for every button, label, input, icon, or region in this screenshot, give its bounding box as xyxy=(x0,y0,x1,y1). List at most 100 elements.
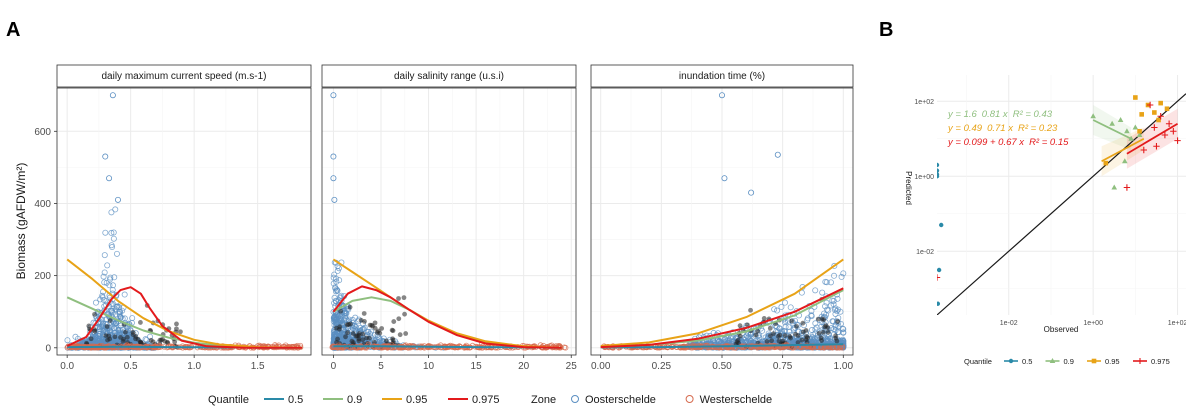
equation-part: y = 0.49 xyxy=(947,123,983,134)
x-tick-label: 25 xyxy=(566,361,578,372)
dark-point xyxy=(833,333,838,339)
oosterschelde-point xyxy=(812,320,819,327)
oosterschelde-point xyxy=(113,304,120,311)
oosterschelde-point xyxy=(331,300,338,307)
oosterschelde-point xyxy=(103,279,110,286)
dark-point xyxy=(767,325,773,331)
oosterschelde-point xyxy=(351,323,358,330)
y-axis-title: Biomass (gAFDW/m²) xyxy=(14,163,28,280)
oosterschelde-point xyxy=(812,326,819,333)
oosterschelde-point xyxy=(822,278,829,285)
westerschelde-point xyxy=(388,344,394,351)
point-plus xyxy=(1161,131,1169,139)
legend-label-zone: Oosterschelde xyxy=(585,394,656,406)
dark-point xyxy=(348,321,353,327)
dark-point xyxy=(402,311,407,317)
legend-key-zone xyxy=(571,395,579,403)
oosterschelde-point xyxy=(839,325,846,332)
dark-point xyxy=(178,329,183,335)
point-square xyxy=(1139,112,1144,117)
oosterschelde-point xyxy=(831,272,838,279)
facet-background xyxy=(322,88,576,355)
point-circle xyxy=(937,168,940,173)
identity-line xyxy=(937,93,1186,315)
y-tick-label: 200 xyxy=(34,271,51,282)
dark-point xyxy=(361,311,367,316)
oosterschelde-point xyxy=(808,307,815,314)
b-y-tick-label: 1e+02 xyxy=(914,99,934,106)
oosterschelde-point xyxy=(823,299,830,306)
point-square xyxy=(1158,100,1163,106)
dark-point xyxy=(795,340,801,345)
oosterschelde-point xyxy=(99,292,106,299)
point-triangle xyxy=(1124,128,1130,134)
legend-key-zone xyxy=(685,395,694,403)
oosterschelde-point xyxy=(102,229,109,236)
quantile-curve-0-95 xyxy=(600,258,844,347)
westerschelde-point xyxy=(797,343,804,350)
facet-plot-area xyxy=(64,92,304,351)
b-legend-key-marker xyxy=(1137,358,1143,364)
dark-point xyxy=(771,331,776,337)
oosterschelde-outlier xyxy=(102,153,109,160)
oosterschelde-point xyxy=(334,267,341,274)
oosterschelde-outlier xyxy=(106,175,113,182)
facet-strip-label: daily salinity range (u.s.i) xyxy=(394,71,504,82)
dark-point xyxy=(820,329,826,335)
b-legend-label: 0.975 xyxy=(1151,357,1170,366)
point-plus xyxy=(1151,124,1158,131)
x-tick-label: 0 xyxy=(331,361,337,372)
point-square xyxy=(1103,160,1109,166)
y-tick-label: 600 xyxy=(34,127,51,138)
oosterschelde-point xyxy=(839,336,846,343)
quantile-curve-0-5 xyxy=(600,343,844,349)
oosterschelde-point xyxy=(332,298,339,305)
point-triangle xyxy=(1117,117,1124,122)
oosterschelde-point xyxy=(778,303,785,310)
dark-point xyxy=(138,320,143,325)
oosterschelde-point xyxy=(104,262,111,269)
equation-0-95: y = 0.49 0.71 x R² = 0.23 xyxy=(947,123,1058,134)
oosterschelde-point xyxy=(107,298,114,305)
oosterschelde-point xyxy=(333,286,340,293)
b-legend-key-marker xyxy=(1008,358,1014,364)
oosterschelde-outlier xyxy=(774,151,781,158)
point-plus xyxy=(1174,137,1181,144)
b-legend-label: 0.5 xyxy=(1022,357,1032,366)
oosterschelde-point xyxy=(64,337,71,344)
oosterschelde-point xyxy=(834,306,841,313)
b-legend-key-marker xyxy=(1049,358,1056,363)
dark-point xyxy=(835,319,841,324)
dark-point xyxy=(753,332,759,338)
oosterschelde-point xyxy=(810,336,817,343)
dark-point xyxy=(397,332,403,338)
dark-point xyxy=(121,336,127,342)
y-tick-label: 0 xyxy=(45,343,51,354)
oosterschelde-outlier xyxy=(330,175,337,182)
oosterschelde-outlier xyxy=(331,196,338,203)
dark-point xyxy=(349,338,355,344)
dark-point xyxy=(761,316,767,321)
facet-strip-label: daily maximum current speed (m.s-1) xyxy=(101,71,266,82)
dark-point xyxy=(372,325,378,331)
oosterschelde-point xyxy=(812,287,819,294)
x-tick-label: 0.50 xyxy=(712,361,732,372)
dark-point xyxy=(775,334,781,339)
y-axis-ticks: 0 200 400 600 xyxy=(34,127,57,354)
dark-point xyxy=(401,295,407,301)
b-legend-label: 0.95 xyxy=(1105,357,1120,366)
dark-point xyxy=(369,322,375,328)
quantile-curve-0-975 xyxy=(66,286,303,349)
oosterschelde-point xyxy=(111,320,118,327)
equation-part: R² = 0.43 xyxy=(1013,109,1053,120)
dark-point xyxy=(789,318,795,324)
point-plus xyxy=(1157,113,1164,120)
point-triangle xyxy=(1090,113,1096,119)
dark-point xyxy=(107,318,113,324)
point-square xyxy=(1164,106,1170,112)
oosterschelde-point xyxy=(337,293,344,300)
westerschelde-point xyxy=(833,344,840,351)
oosterschelde-point xyxy=(101,269,108,276)
dark-point xyxy=(816,330,822,336)
equation-part: R² = 0.23 xyxy=(1018,123,1058,134)
